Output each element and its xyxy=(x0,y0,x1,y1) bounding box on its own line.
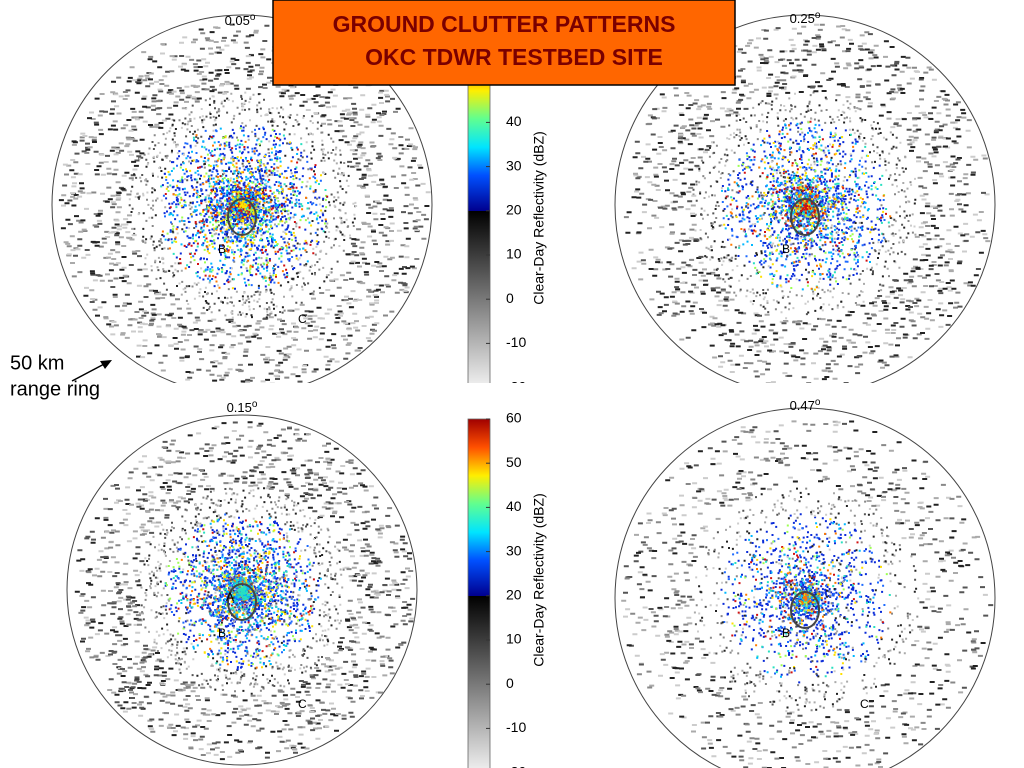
colorbar-fill xyxy=(467,418,491,768)
point-label: B xyxy=(782,242,790,256)
radar-panel xyxy=(614,14,996,383)
colorbar-tick-label: 40 xyxy=(506,498,522,514)
point-label: C xyxy=(298,697,307,711)
point-label: C xyxy=(298,312,307,326)
elevation-value: 0.15 xyxy=(227,400,252,415)
clutter xyxy=(733,524,888,667)
point-label: B xyxy=(782,626,790,640)
site-ring xyxy=(227,583,257,621)
elevation-value: 0.05 xyxy=(225,13,250,28)
colorbar-tick-label: 30 xyxy=(506,542,522,558)
colorbar-tick-label: -20 xyxy=(506,763,526,768)
colorbar-label: Clear-Day Reflectivity (dBZ) xyxy=(531,493,547,666)
colorbar-tick-label: 40 xyxy=(506,113,522,129)
elevation-value: 0.25 xyxy=(790,11,815,26)
colorbar-label: Clear-Day Reflectivity (dBZ) xyxy=(531,131,547,304)
radar-panel xyxy=(66,414,418,766)
elevation-label: 0.47o xyxy=(790,397,821,414)
point-label: B xyxy=(218,242,226,256)
title-line: OKC TDWR TESTBED SITE xyxy=(365,44,663,70)
elevation-value: 0.47 xyxy=(790,398,815,413)
title-box xyxy=(272,0,736,86)
elevation-label: 0.05o xyxy=(225,12,256,29)
colorbar-tick-label: 50 xyxy=(506,454,522,470)
site-ring xyxy=(790,591,820,629)
site-ring xyxy=(790,198,820,236)
annotation: range ring xyxy=(10,378,100,400)
point-label: C xyxy=(860,697,869,711)
colorbar-tick-label: 10 xyxy=(506,246,522,262)
colorbar-tick-label: 20 xyxy=(506,202,522,218)
colorbar-tick-label: 0 xyxy=(506,675,514,691)
annotation: 50 km xyxy=(10,352,64,374)
colorbar-tick-label: 20 xyxy=(506,587,522,603)
radar-panel xyxy=(614,407,996,768)
title-line: GROUND CLUTTER PATTERNS xyxy=(333,11,676,37)
arrow xyxy=(71,361,109,382)
colorbar-tick-label: -10 xyxy=(506,719,526,735)
elevation-label: 0.25o xyxy=(790,10,821,27)
site-ring xyxy=(227,198,257,236)
degree-mark: o xyxy=(250,12,256,23)
colorbar-tick-label: 60 xyxy=(506,410,522,426)
radar-panel xyxy=(51,14,433,383)
elevation-label: 0.15o xyxy=(227,399,258,416)
colorbar: 60 50 40 30 20 10 0 -10 -20 xyxy=(467,410,526,768)
point-label: A xyxy=(226,590,234,604)
colorbar-tick-label: 30 xyxy=(506,157,522,173)
colorbar-tick-label: -10 xyxy=(506,334,526,350)
degree-mark: o xyxy=(252,399,258,410)
colorbar-tick-label: -20 xyxy=(506,378,526,394)
colorbar-tick-label: 10 xyxy=(506,631,522,647)
clutter xyxy=(725,120,887,284)
colorbars: 60 50 40 30 20 10 0 -10 -20 Clear-Day Reflectivit… xyxy=(467,25,547,768)
arrow-head xyxy=(100,360,112,369)
degree-mark: o xyxy=(815,10,821,21)
clutter xyxy=(729,124,892,290)
clutter xyxy=(633,25,991,380)
colorbar-tick-label: 0 xyxy=(506,290,514,306)
degree-mark: o xyxy=(815,397,821,408)
point-label: B xyxy=(218,626,226,640)
